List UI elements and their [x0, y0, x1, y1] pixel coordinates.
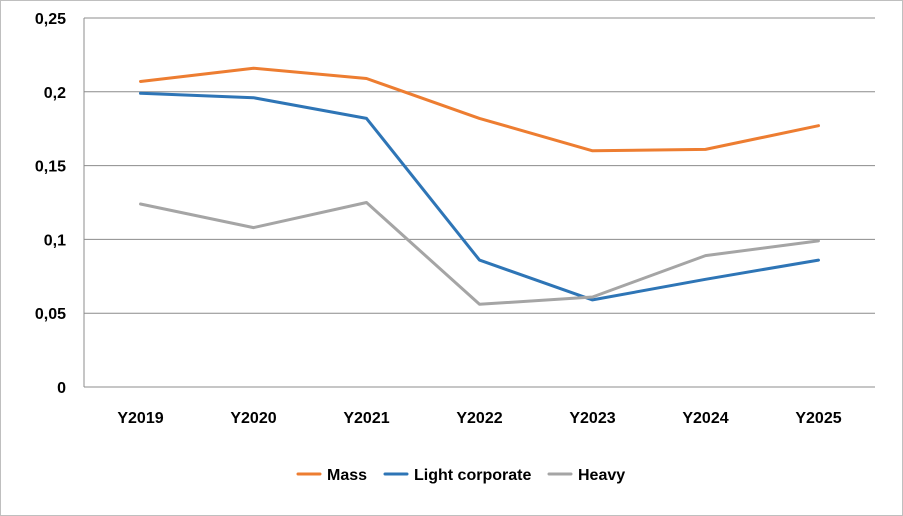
x-tick-label: Y2024 [682, 410, 728, 427]
legend-label-mass: Mass [327, 467, 367, 484]
y-axis-tick-labels: 0 0,05 0,1 0,15 0,2 0,25 [35, 11, 66, 397]
y-tick-label: 0,1 [44, 232, 66, 249]
x-tick-label: Y2025 [795, 410, 841, 427]
gridlines [84, 17, 875, 314]
x-tick-label: Y2021 [343, 410, 389, 427]
y-tick-label: 0 [57, 380, 66, 397]
x-tick-label: Y2020 [230, 410, 276, 427]
legend-label-light-corporate: Light corporate [414, 467, 531, 484]
legend-label-heavy: Heavy [578, 467, 625, 484]
axes [83, 18, 875, 388]
series-line-heavy [139, 201, 820, 306]
x-tick-label: Y2022 [456, 410, 502, 427]
y-tick-label: 0,15 [35, 159, 66, 176]
y-tick-label: 0,2 [44, 85, 66, 102]
y-tick-label: 0,05 [35, 306, 66, 323]
x-tick-label: Y2019 [117, 410, 163, 427]
y-tick-label: 0,25 [35, 11, 66, 28]
x-axis-tick-labels: Y2019 Y2020 Y2021 Y2022 Y2023 Y2024 Y2025 [117, 410, 841, 427]
series-line-mass [139, 66, 820, 153]
x-tick-label: Y2023 [569, 410, 615, 427]
series-line-light-corporate [139, 91, 820, 302]
legend: Mass Light corporate Heavy [296, 467, 625, 484]
series-lines [139, 66, 820, 306]
